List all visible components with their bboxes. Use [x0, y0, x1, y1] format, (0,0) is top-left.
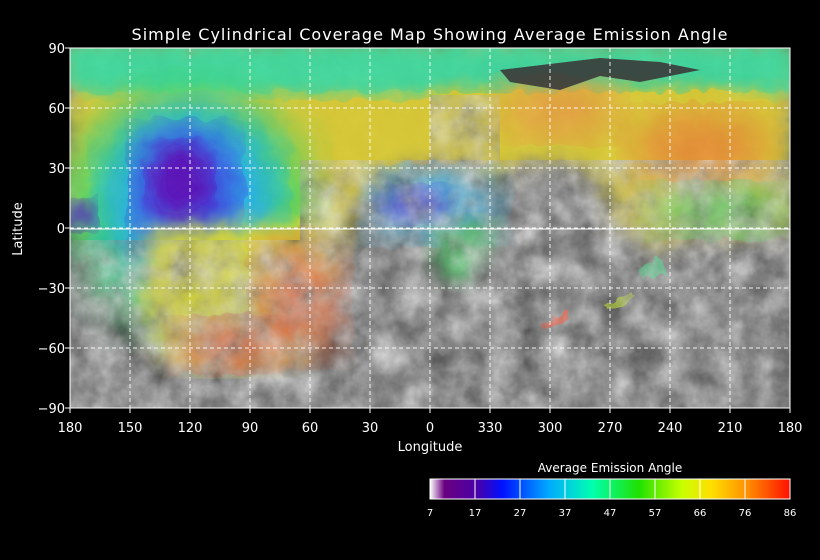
x-tick-label: 180: [58, 421, 83, 436]
colorbar-tick-label: 76: [739, 508, 752, 519]
x-tick-label: 180: [778, 421, 803, 436]
colorbar-tick-label: 47: [604, 508, 617, 519]
x-tick-label: 330: [478, 421, 503, 436]
colorbar-tick-label: 66: [694, 508, 707, 519]
colorbar-tick-label: 86: [784, 508, 797, 519]
map-grid: [70, 48, 790, 408]
x-axis-ticks: 180 150 120 90 60 30 0 330 300 270 240 210 180: [58, 408, 803, 436]
y-axis-label: Latitude: [11, 202, 26, 256]
colorbar-tick-label: 27: [514, 508, 527, 519]
colorbar: Average Emission Angle 7 17 27 37 47 57 66 76 86: [427, 461, 797, 519]
colorbar-title: Average Emission Angle: [538, 461, 682, 475]
y-tick-label: −60: [38, 342, 65, 357]
y-tick-label: −90: [38, 402, 65, 417]
x-tick-label: 60: [302, 421, 319, 436]
y-tick-label: −30: [38, 282, 65, 297]
no-coverage-mask: [70, 58, 790, 408]
x-tick-label: 210: [718, 421, 743, 436]
map-title: Simple Cylindrical Coverage Map Showing …: [132, 25, 729, 44]
x-tick-label: 270: [598, 421, 623, 436]
x-tick-label: 300: [538, 421, 563, 436]
y-axis-ticks: 90 60 30 0 −30 −60 −90: [38, 42, 70, 417]
y-tick-label: 90: [48, 42, 65, 57]
map-plot-area: [70, 48, 790, 408]
colorbar-tick-label: 7: [427, 508, 433, 519]
x-tick-label: 150: [118, 421, 143, 436]
colorbar-tick-label: 17: [469, 508, 482, 519]
x-tick-label: 90: [242, 421, 259, 436]
y-tick-label: 60: [48, 102, 65, 117]
x-tick-label: 120: [178, 421, 203, 436]
colorbar-ticks: 7 17 27 37 47 57 66 76 86: [427, 479, 797, 519]
x-tick-label: 240: [658, 421, 683, 436]
colorbar-tick-label: 37: [559, 508, 572, 519]
x-tick-label: 30: [362, 421, 379, 436]
x-tick-label: 0: [426, 421, 434, 436]
y-tick-label: 30: [48, 162, 65, 177]
y-tick-label: 0: [57, 222, 65, 237]
x-axis-label: Longitude: [398, 440, 463, 455]
colorbar-tick-label: 57: [649, 508, 662, 519]
